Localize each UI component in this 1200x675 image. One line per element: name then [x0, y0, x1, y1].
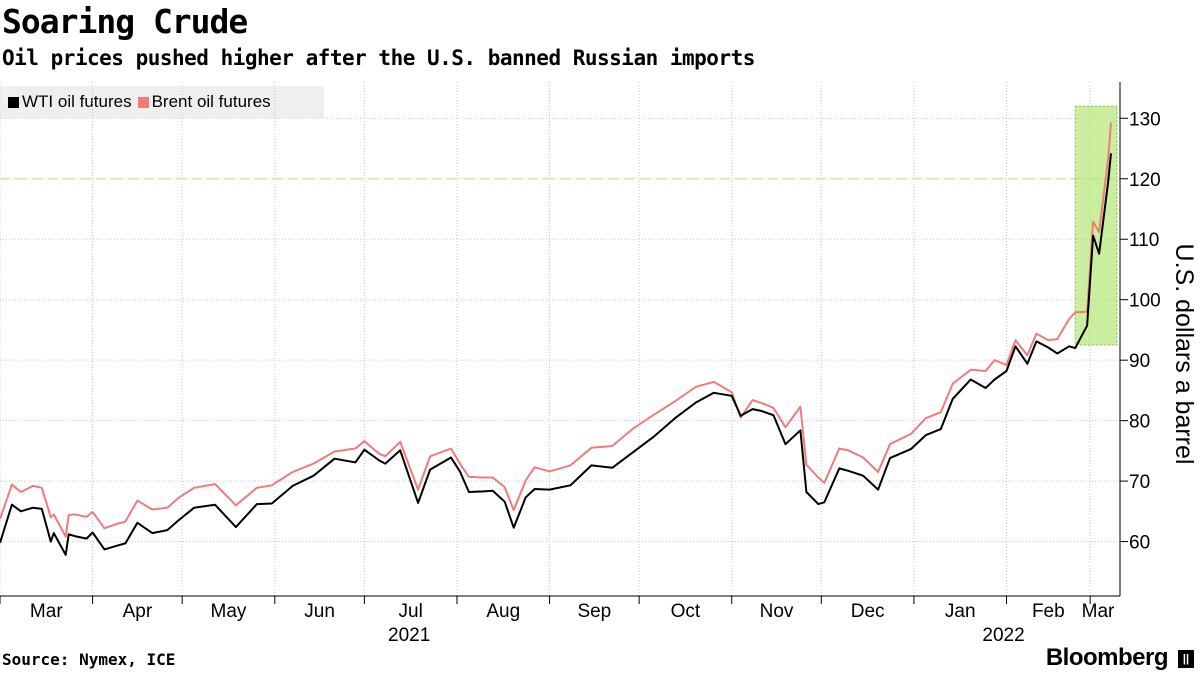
x-tick-label: Jan	[945, 601, 976, 622]
wti-series-line	[0, 153, 1112, 556]
brand-logo: Bloomberg	[1045, 644, 1169, 671]
y-tick-label: 100	[1129, 291, 1161, 312]
brent-swatch-icon	[137, 96, 149, 108]
x-tick-label: Apr	[123, 601, 153, 622]
y-tick-label: 110	[1129, 230, 1159, 251]
x-tick-label: May	[211, 601, 247, 622]
x-tick-label: Aug	[486, 601, 520, 622]
x-tick-label: Oct	[671, 601, 701, 622]
brand-mark-icon: ||	[1178, 650, 1194, 668]
legend-label-wti: WTI oil futures	[22, 92, 132, 111]
chart-subtitle: Oil prices pushed higher after the U.S. …	[2, 46, 755, 70]
y-tick-label: 120	[1129, 170, 1161, 191]
x-tick-label: Nov	[760, 601, 794, 622]
y-tick-label: 80	[1129, 412, 1150, 433]
x-tick-label: Feb	[1032, 601, 1065, 622]
y-tick-label: 130	[1129, 109, 1161, 130]
legend-item-wti[interactable]: WTI oil futures	[8, 92, 132, 112]
year-label: 2022	[982, 625, 1024, 646]
y-tick-label: 70	[1129, 472, 1150, 493]
legend-item-brent[interactable]: Brent oil futures	[137, 92, 271, 112]
x-tick-label: Jun	[304, 601, 335, 622]
source-note: Source: Nymex, ICE	[2, 650, 176, 669]
y-axis-title: U.S. dollars a barrel	[1170, 244, 1198, 465]
x-tick-label: Sep	[577, 601, 611, 622]
brent-series-line	[0, 122, 1112, 538]
x-tick-label: Dec	[851, 601, 885, 622]
wti-swatch-icon	[8, 96, 19, 108]
y-tick-label: 60	[1129, 533, 1150, 554]
year-label: 2021	[388, 625, 430, 646]
x-tick-label: Mar	[1082, 601, 1115, 622]
x-tick-label: Jul	[399, 601, 423, 622]
x-tick-label: Mar	[30, 601, 63, 622]
y-tick-label: 90	[1129, 351, 1150, 372]
chart-title: Soaring Crude	[2, 2, 248, 41]
legend-label-brent: Brent oil futures	[151, 92, 271, 111]
chart-legend: WTI oil futures Brent oil futures	[0, 86, 324, 118]
